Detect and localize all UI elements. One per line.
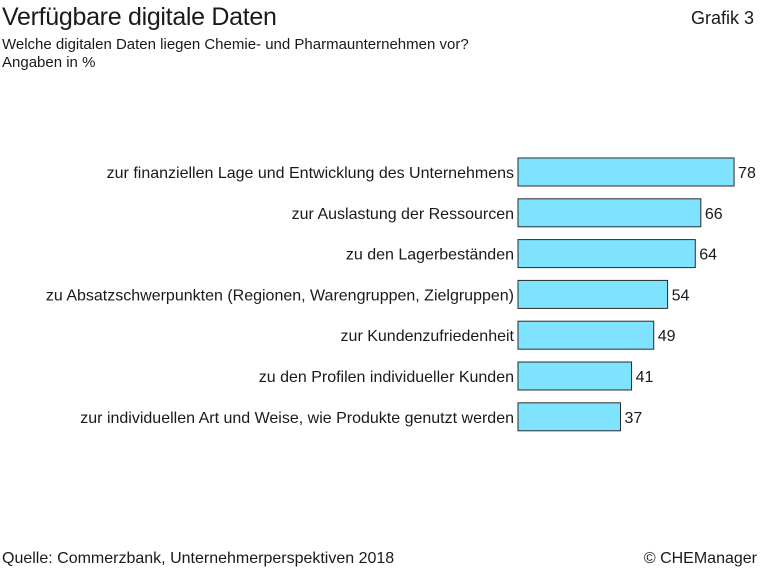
unit-note: Angaben in % (2, 54, 96, 71)
category-label-3: zu den Lagerbeständen (346, 247, 514, 264)
value-label-5: 49 (658, 328, 676, 345)
category-label-5: zur Kundenzufriedenheit (341, 328, 515, 345)
category-label-1: zur finanziellen Lage und Entwicklung de… (107, 165, 514, 182)
category-label-7: zur individuellen Art und Weise, wie Pro… (80, 410, 514, 427)
category-label-4: zu Absatzschwerpunkten (Regionen, Wareng… (46, 287, 514, 304)
category-label-6: zu den Profilen individueller Kunden (259, 369, 514, 386)
value-label-4: 54 (672, 287, 690, 304)
copyright-note: © CHEManager (643, 550, 757, 567)
value-label-1: 78 (738, 165, 756, 182)
bar-4 (517, 279, 669, 309)
bar-5 (517, 320, 655, 350)
bar-2 (517, 198, 702, 228)
chart-subtitle: Welche digitalen Daten liegen Chemie- un… (2, 36, 469, 53)
value-label-3: 64 (699, 247, 717, 264)
bar-1 (517, 157, 735, 187)
value-label-6: 41 (636, 369, 654, 386)
bar-6 (517, 361, 633, 391)
bar-7 (517, 402, 621, 432)
value-label-2: 66 (705, 206, 723, 223)
value-label-7: 37 (624, 410, 642, 427)
source-note: Quelle: Commerzbank, Unternehmerperspekt… (2, 550, 395, 567)
category-label-2: zur Auslastung der Ressourcen (292, 206, 514, 223)
chart-title: Verfügbare digitale Daten (2, 3, 277, 31)
bar-3 (517, 239, 696, 269)
figure-number: Grafik 3 (690, 8, 754, 28)
